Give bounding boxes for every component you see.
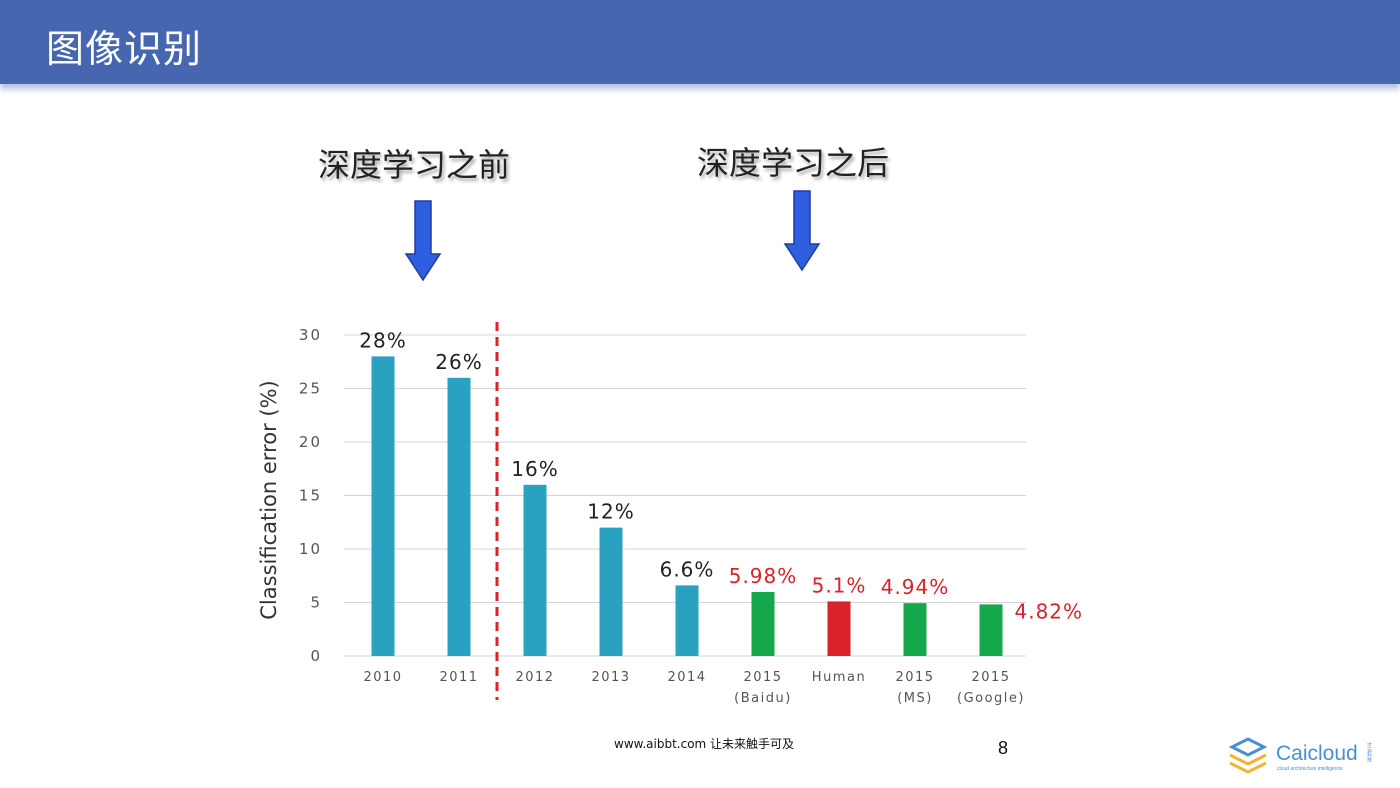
caicloud-logo-icon — [1228, 737, 1268, 774]
bar — [675, 585, 699, 656]
caicloud-logo: Caicloud cloud architecture intelligence… — [1228, 737, 1372, 774]
bar — [827, 601, 851, 656]
y-tick-label: 30 — [299, 326, 322, 344]
x-tick-label: 2013 — [591, 670, 630, 685]
x-tick-label: (Baidu) — [734, 691, 792, 706]
y-tick-label: 15 — [299, 487, 322, 505]
y-tick-label: 25 — [299, 380, 322, 398]
bar-value-label: 16% — [511, 457, 558, 481]
before-deep-learning-label: 深度学习之前 — [318, 146, 511, 184]
bar — [751, 592, 775, 656]
chart-bars — [371, 356, 1003, 656]
x-tick-label: 2010 — [363, 670, 402, 685]
logo-tagline: cloud architecture intelligence — [1277, 766, 1343, 772]
bar-value-label: 12% — [587, 500, 634, 524]
chart-x-tick-labels: 2010 2011 2012 2013 2014 2015 (Baidu) Human 2015… — [363, 670, 1025, 706]
x-tick-label: 2014 — [667, 670, 706, 685]
logo-wordmark: Caicloud — [1276, 742, 1358, 765]
logo-side-text: 才云科技 — [1366, 741, 1372, 763]
down-arrow-icon — [783, 190, 821, 272]
y-tick-label: 10 — [299, 540, 322, 558]
error-rate-bar-chart: 28%26%16%12%6.6% 5.98% 5.1% 4.94%4.82% 2010… — [257, 322, 1084, 706]
bar-value-label: 28% — [359, 328, 406, 352]
bar — [371, 356, 395, 656]
y-tick-label: 5 — [310, 594, 322, 612]
bar-value-label: 4.94% — [881, 575, 950, 599]
x-tick-label: 2015 — [895, 670, 934, 685]
bar — [447, 377, 471, 656]
x-tick-label: 2012 — [515, 670, 554, 685]
y-tick-label: 0 — [310, 647, 322, 665]
bar-value-label: 5.1% — [812, 573, 867, 597]
chart-y-tick-labels: 0 5 10 15 20 25 30 — [299, 326, 322, 665]
after-deep-learning-label: 深度学习之后 — [697, 144, 890, 182]
x-tick-label: 2015 — [971, 670, 1010, 685]
page-number: 8 — [998, 738, 1009, 758]
down-arrow-icon — [404, 200, 442, 282]
bar — [979, 604, 1003, 656]
y-tick-label: 20 — [299, 433, 322, 451]
x-tick-label: 2015 — [743, 670, 782, 685]
bar-value-label: 26% — [435, 350, 482, 374]
x-tick-label: Human — [812, 670, 866, 685]
y-axis-label: Classification error (%) — [257, 380, 281, 619]
bar — [523, 484, 547, 656]
bar-value-label: 5.98% — [729, 564, 798, 588]
chart-data-labels: 28% 26% 16% 12% 6.6% 5.98% 5.1% 4.94% 4.82% — [359, 328, 1084, 623]
bar — [599, 527, 623, 656]
bar — [903, 603, 927, 656]
bar-value-label: 4.82% — [1015, 599, 1084, 623]
bar-value-label: 6.6% — [660, 557, 715, 581]
slide-title: 图像识别 — [46, 27, 203, 71]
x-tick-label: 2011 — [439, 670, 478, 685]
x-tick-label: (Google) — [957, 691, 1025, 706]
footer-url: www.aibbt.com 让未来触手可及 — [614, 737, 795, 751]
title-bar: 图像识别 — [0, 0, 1400, 84]
x-tick-label: (MS) — [897, 691, 933, 706]
